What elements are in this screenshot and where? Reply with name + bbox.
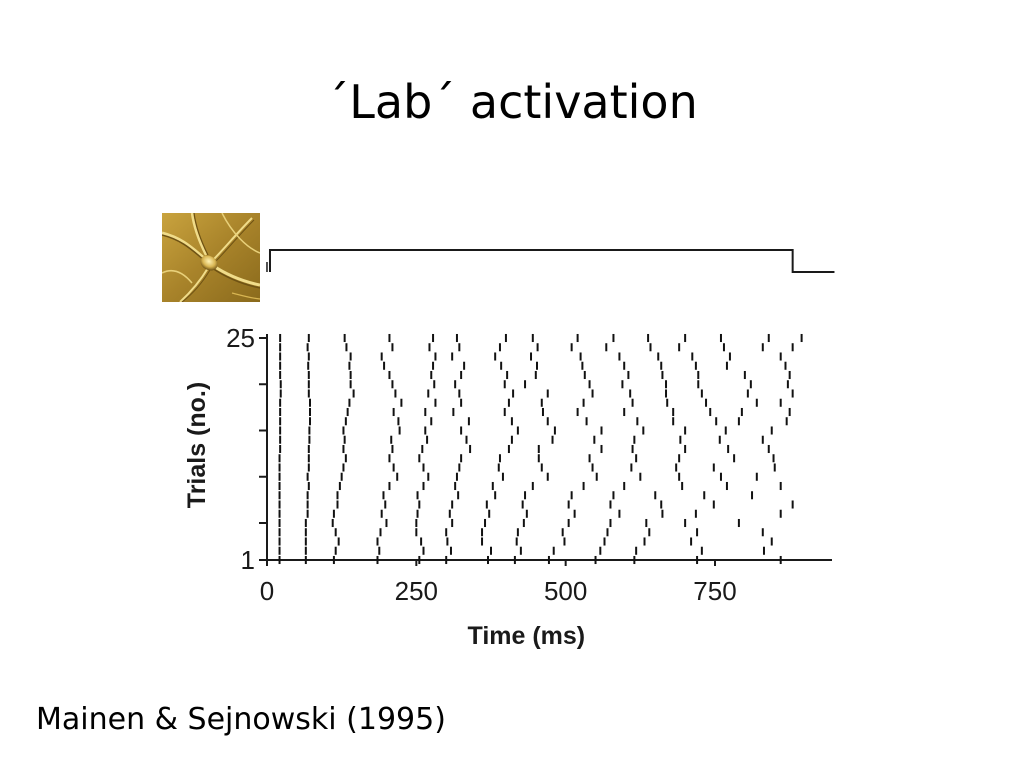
y-tick-label: 25 bbox=[226, 323, 255, 353]
spike-marks bbox=[278, 333, 803, 565]
y-axis-ticks: 1 25 bbox=[226, 323, 267, 575]
stimulus-trace bbox=[268, 249, 835, 273]
y-axis-title: Trials (no.) bbox=[183, 382, 211, 508]
slide-title: ´Lab´ activation bbox=[326, 75, 698, 129]
x-axis-title: Time (ms) bbox=[468, 622, 586, 650]
citation: Mainen & Sejnowski (1995) bbox=[36, 702, 446, 737]
x-tick-label: 0 bbox=[260, 576, 274, 606]
spike-raster-chart: 1 25 0 250 500 750 Time (ms) Trials (no.) bbox=[183, 249, 835, 650]
x-tick-label: 250 bbox=[395, 576, 438, 606]
y-tick-label: 1 bbox=[241, 545, 255, 575]
x-tick-label: 750 bbox=[693, 576, 736, 606]
x-tick-label: 500 bbox=[544, 576, 587, 606]
x-axis-ticks: 0 250 500 750 bbox=[260, 560, 737, 606]
neuron-micrograph-icon bbox=[162, 213, 260, 302]
